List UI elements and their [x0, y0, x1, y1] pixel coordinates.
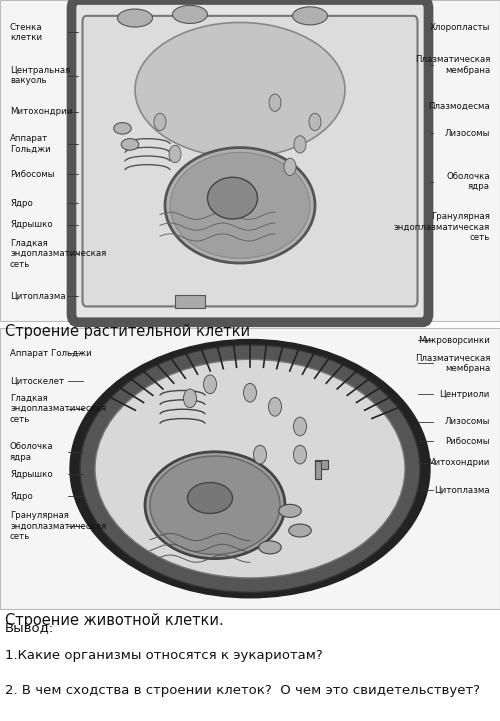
Text: Гранулярная
эндоплазматическая
сеть: Гранулярная эндоплазматическая сеть [10, 511, 106, 541]
Text: Оболочка
ядра: Оболочка ядра [10, 443, 54, 461]
Text: Плазматическая
мембрана: Плазматическая мембрана [414, 56, 490, 74]
Bar [315, 460, 328, 469]
Circle shape [244, 384, 256, 402]
Circle shape [204, 375, 216, 394]
Ellipse shape [135, 22, 345, 157]
Text: Аппарат Гольджи: Аппарат Гольджи [10, 349, 92, 358]
Text: Митохондрии: Митохондрии [428, 459, 490, 467]
Text: Цитоскелет: Цитоскелет [10, 376, 64, 385]
Circle shape [269, 94, 281, 111]
FancyBboxPatch shape [82, 16, 417, 306]
Circle shape [169, 146, 181, 163]
Text: Ядрышко: Ядрышко [10, 221, 52, 229]
Text: Центральная
вакуоль: Центральная вакуоль [10, 66, 70, 85]
Ellipse shape [145, 452, 285, 559]
Circle shape [268, 397, 281, 416]
Text: Строение растительной клетки: Строение растительной клетки [5, 324, 250, 340]
Ellipse shape [289, 524, 311, 537]
Text: Митохондрии: Митохондрии [10, 107, 72, 116]
Text: Строение животной клетки.: Строение животной клетки. [5, 613, 224, 628]
Text: Плазмодесма: Плазмодесма [428, 102, 490, 111]
Text: 1.Какие организмы относятся к эукариотам?: 1.Какие организмы относятся к эукариотам… [5, 649, 323, 662]
Bar [315, 461, 321, 479]
Ellipse shape [95, 359, 405, 578]
Circle shape [284, 158, 296, 175]
Text: Гладкая
эндоплазматическая
сеть: Гладкая эндоплазматическая сеть [10, 239, 106, 269]
Bar [0, 328, 500, 609]
Text: 2. В чем сходства в строении клеток?  О чем это свидетельствует?: 2. В чем сходства в строении клеток? О ч… [5, 684, 480, 696]
Text: Ядрышко: Ядрышко [10, 470, 52, 479]
Text: Ядро: Ядро [10, 492, 33, 500]
Ellipse shape [150, 456, 280, 554]
Ellipse shape [208, 177, 258, 219]
Circle shape [184, 389, 196, 408]
Text: Гладкая
эндоплазматическая
сеть: Гладкая эндоплазматическая сеть [10, 394, 106, 424]
Ellipse shape [70, 340, 430, 598]
Text: Хлоропласты: Хлоропласты [430, 23, 490, 32]
Text: Гранулярная
эндоплазматическая
сеть: Гранулярная эндоплазматическая сеть [394, 212, 490, 242]
Text: Цитоплазма: Цитоплазма [434, 486, 490, 495]
Text: Лизосомы: Лизосомы [444, 417, 490, 426]
Circle shape [254, 445, 266, 464]
Ellipse shape [188, 482, 232, 513]
Text: Стенка
клетки: Стенка клетки [10, 23, 42, 42]
Circle shape [294, 136, 306, 153]
Ellipse shape [259, 541, 281, 554]
Ellipse shape [121, 138, 139, 150]
Circle shape [309, 113, 321, 131]
Ellipse shape [114, 123, 131, 134]
Ellipse shape [279, 505, 301, 518]
Text: Центриоли: Центриоли [440, 390, 490, 399]
Circle shape [294, 445, 306, 464]
Circle shape [154, 113, 166, 131]
Circle shape [294, 417, 306, 435]
Ellipse shape [292, 6, 328, 25]
Ellipse shape [172, 5, 208, 23]
FancyBboxPatch shape [72, 0, 428, 322]
Ellipse shape [170, 152, 310, 258]
Bar [175, 295, 205, 308]
Ellipse shape [80, 345, 420, 593]
Text: Рибосомы: Рибосомы [446, 437, 490, 446]
Text: Ядро: Ядро [10, 199, 33, 208]
Text: Цитоплазма: Цитоплазма [10, 291, 66, 300]
Text: Лизосомы: Лизосомы [444, 129, 490, 138]
Text: Аппарат
Гольджи: Аппарат Гольджи [10, 135, 51, 154]
Text: Рибосомы: Рибосомы [10, 170, 54, 179]
Text: Оболочка
ядра: Оболочка ядра [446, 172, 490, 191]
Text: Вывод:: Вывод: [5, 622, 54, 634]
Text: Микроворсинки: Микроворсинки [418, 336, 490, 345]
Ellipse shape [118, 9, 152, 27]
Ellipse shape [165, 148, 315, 263]
Text: Плазматическая
мембрана: Плазматическая мембрана [414, 354, 490, 373]
Bar [0, 0, 500, 321]
